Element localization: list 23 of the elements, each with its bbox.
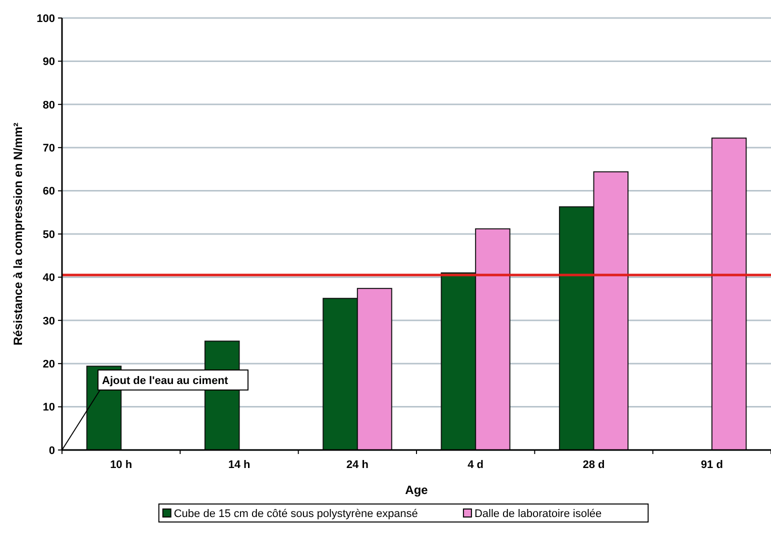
y-tick-label: 70 [42,142,55,154]
x-tick-label: 14 h [228,459,251,471]
y-tick-label: 50 [42,228,55,241]
x-tick-label: 10 h [110,459,132,471]
y-tick-label: 20 [42,358,55,370]
y-tick-label: 80 [42,99,55,112]
y-tick-label: 10 [42,402,55,414]
y-tick-label: 90 [42,56,55,68]
legend-label: Cube de 15 cm de côté sous polystyrène expansé [174,508,418,520]
y-axis-title: Résistance à la compression en N/mm² [11,122,25,346]
y-tick-label: 0 [48,444,55,457]
x-tick-label: 4 d [468,459,484,471]
y-tick-label: 30 [42,315,55,328]
annotation: Ajout de l'eau au ciment [102,374,228,387]
x-axis-title: Age [405,483,428,497]
y-tick-label: 40 [42,272,55,284]
x-tick-label: 24 h [346,459,369,471]
x-tick-label: 91 d [700,459,723,471]
x-tick-label: 28 d [582,459,605,471]
y-tick-label: 100 [36,12,55,25]
y-tick-label: 60 [42,186,55,198]
bar [711,138,747,450]
legend-label: Dalle de laboratoire isolée [474,508,602,520]
